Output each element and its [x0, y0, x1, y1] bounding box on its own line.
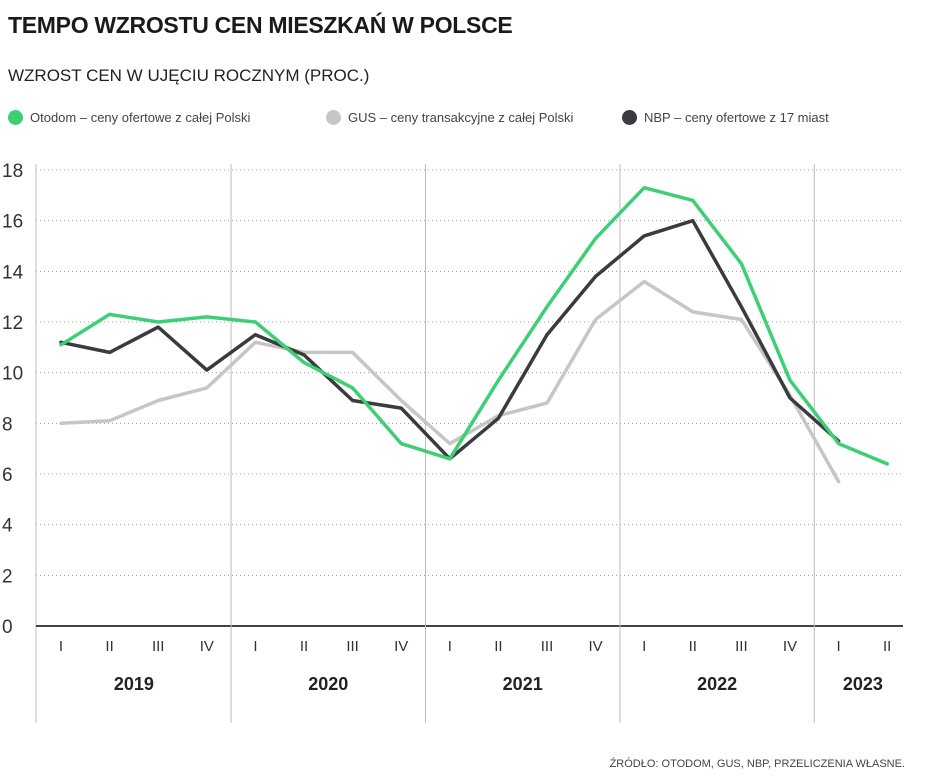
x-tick-label: IV — [589, 638, 603, 655]
y-tick-label: 14 — [2, 262, 24, 283]
x-tick-label: IV — [200, 638, 214, 655]
year-label: 2019 — [114, 674, 154, 694]
x-tick-label: II — [494, 638, 502, 655]
x-tick-label: I — [59, 638, 63, 655]
x-tick-label: II — [689, 638, 697, 655]
legend-dot-nbp — [622, 110, 637, 125]
x-tick-label: III — [541, 638, 554, 655]
legend-dot-gus — [326, 110, 341, 125]
y-tick-label: 12 — [2, 313, 23, 334]
x-tick-label: I — [837, 638, 841, 655]
legend-item-otodom: Otodom – ceny ofertowe z całej Polski — [8, 110, 250, 125]
legend-label-nbp: NBP – ceny ofertowe z 17 miast — [644, 110, 829, 125]
source-note: ŹRÓDŁO: OTODOM, GUS, NBP, PRZELICZENIA W… — [609, 758, 905, 770]
x-tick-label: III — [735, 638, 748, 655]
x-tick-label: IV — [783, 638, 797, 655]
legend-label-otodom: Otodom – ceny ofertowe z całej Polski — [30, 110, 251, 125]
y-tick-label: 16 — [2, 212, 23, 233]
chart-title: TEMPO WZROSTU CEN MIESZKAŃ W POLSCE — [8, 12, 513, 38]
legend-label-gus: GUS – ceny transakcyjne z całej Polski — [348, 110, 574, 125]
x-tick-label: I — [642, 638, 646, 655]
x-tick-label: IV — [394, 638, 408, 655]
y-tick-label: 2 — [2, 566, 13, 587]
y-tick-label: 4 — [2, 516, 13, 537]
year-label: 2021 — [503, 674, 543, 694]
x-tick-label: I — [253, 638, 257, 655]
chart-subtitle: WZROST CEN W UJĘCIU ROCZNYM (PROC.) — [8, 66, 370, 85]
x-tick-label: II — [883, 638, 891, 655]
series-line — [59, 218, 841, 461]
y-tick-label: 0 — [2, 617, 13, 638]
legend-item-nbp: NBP – ceny ofertowe z 17 miast — [622, 110, 829, 125]
y-tick-label: 18 — [2, 161, 23, 182]
year-label: 2023 — [843, 674, 883, 694]
year-label: 2022 — [697, 674, 737, 694]
x-tick-label: II — [105, 638, 113, 655]
legend-dot-otodom — [8, 110, 23, 125]
y-tick-label: 6 — [2, 465, 13, 486]
legend: Otodom – ceny ofertowe z całej Polski GU… — [8, 110, 928, 134]
x-tick-label: I — [448, 638, 452, 655]
series-line — [59, 185, 889, 466]
x-tick-label: II — [300, 638, 308, 655]
x-tick-label: III — [346, 638, 359, 655]
year-label: 2020 — [308, 674, 348, 694]
series-line — [59, 279, 841, 484]
y-tick-label: 8 — [2, 414, 13, 435]
y-tick-label: 10 — [2, 364, 23, 385]
x-tick-label: III — [152, 638, 165, 655]
legend-item-gus: GUS – ceny transakcyjne z całej Polski — [326, 110, 573, 125]
